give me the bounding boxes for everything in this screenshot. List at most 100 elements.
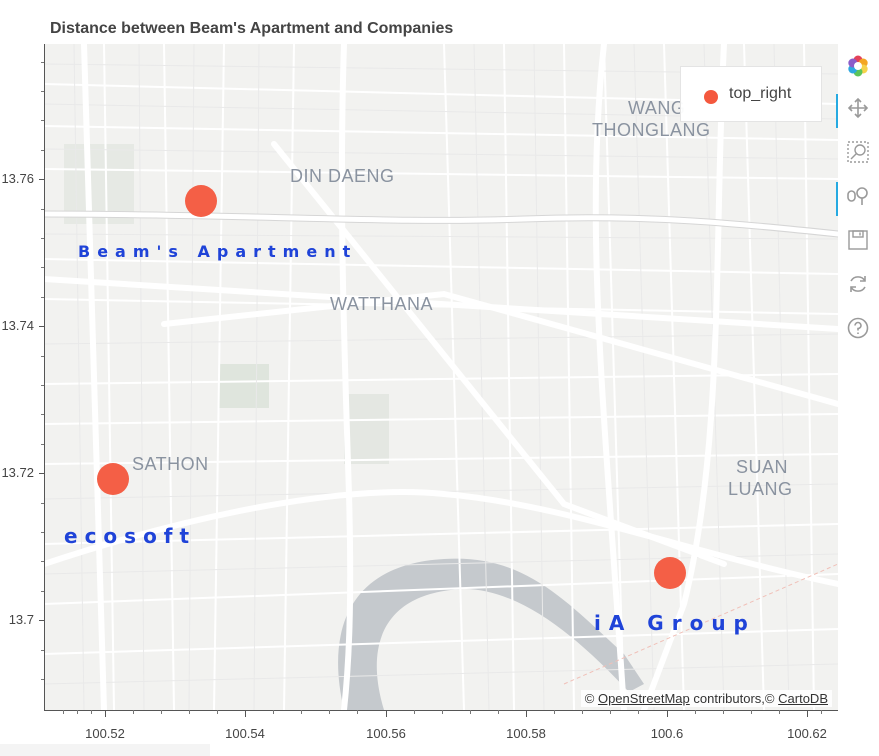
x-axis-tick — [386, 710, 387, 717]
y-axis-minor-tick — [41, 679, 44, 680]
y-axis-minor-tick — [41, 561, 44, 562]
district-label-watthana: WATTHANA — [330, 294, 433, 314]
x-axis-tick — [807, 710, 808, 717]
help-icon — [847, 317, 869, 339]
y-axis-minor-tick — [41, 650, 44, 651]
district-label-sathon: SATHON — [132, 454, 209, 474]
x-axis-minor-tick — [821, 710, 822, 714]
bokeh-logo-button[interactable] — [838, 48, 878, 84]
map-attribution: © OpenStreetMap contributors,© CartoDB — [580, 690, 832, 707]
map-plot-area[interactable]: WANG THONGLANG DIN DAENG WATTHANA SATHON… — [44, 44, 838, 710]
x-tick-label: 100.56 — [366, 726, 406, 741]
marker-label-beams-apartment: Beam's Apartment — [78, 242, 358, 261]
x-axis-minor-tick — [610, 710, 611, 714]
cartodb-link[interactable]: CartoDB — [778, 691, 828, 706]
district-label-thonglang: THONGLANG — [592, 120, 711, 140]
legend-label: top_right — [729, 85, 792, 102]
y-axis-tick — [39, 620, 44, 621]
x-axis-minor-tick — [161, 710, 162, 714]
x-axis-minor-tick — [91, 710, 92, 714]
x-axis-tick — [667, 710, 668, 717]
y-axis-minor-tick — [41, 150, 44, 151]
x-axis-tick — [245, 710, 246, 717]
legend[interactable]: top_right — [680, 66, 822, 122]
save-icon — [848, 230, 868, 250]
y-axis-minor-tick — [41, 356, 44, 357]
y-axis-minor-tick — [41, 267, 44, 268]
x-axis-tick — [526, 710, 527, 717]
x-axis-minor-tick — [498, 710, 499, 714]
pan-tool-button[interactable] — [836, 90, 878, 128]
x-axis-tick — [105, 710, 106, 717]
x-axis-minor-tick — [723, 710, 724, 714]
x-tick-label: 100.52 — [85, 726, 125, 741]
wheel-zoom-tool-button[interactable] — [836, 178, 878, 216]
x-axis-minor-tick — [301, 710, 302, 714]
x-axis-minor-tick — [189, 710, 190, 714]
x-tick-label: 100.54 — [225, 726, 265, 741]
attribution-copyright: © — [584, 691, 595, 706]
y-axis-minor-tick — [41, 91, 44, 92]
plot-title: Distance between Beam's Apartment and Co… — [50, 20, 454, 37]
save-tool-button[interactable] — [838, 222, 878, 258]
x-axis-minor-tick — [779, 710, 780, 714]
help-tool-button[interactable] — [838, 310, 878, 346]
x-axis-minor-tick — [470, 710, 471, 714]
y-axis-minor-tick — [41, 591, 44, 592]
x-axis-minor-tick — [554, 710, 555, 714]
attribution-copyright-2: © — [764, 691, 775, 706]
pan-icon — [847, 97, 869, 119]
marker-ia-group[interactable] — [654, 557, 686, 589]
marker-ecosoft[interactable] — [97, 463, 129, 495]
y-axis-minor-tick — [41, 414, 44, 415]
x-axis-minor-tick — [414, 710, 415, 714]
x-axis-minor-tick — [133, 710, 134, 714]
y-axis-tick — [39, 473, 44, 474]
district-label-luang: LUANG — [728, 479, 793, 499]
y-axis-tick — [39, 179, 44, 180]
x-axis-minor-tick — [77, 710, 78, 714]
openstreetmap-link[interactable]: OpenStreetMap — [597, 691, 690, 706]
x-axis-minor-tick — [217, 710, 218, 714]
y-axis-line — [44, 44, 45, 710]
marker-beams-apartment[interactable] — [185, 185, 217, 217]
reset-icon — [850, 276, 866, 292]
y-axis-minor-tick — [41, 297, 44, 298]
district-label-din-daeng: DIN DAENG — [290, 166, 395, 186]
box-zoom-tool-button[interactable] — [838, 134, 878, 170]
marker-label-ecosoft: ecosoft — [64, 524, 197, 548]
y-axis-minor-tick — [41, 503, 44, 504]
y-axis-minor-tick — [41, 385, 44, 386]
x-axis-minor-tick — [582, 710, 583, 714]
x-axis-minor-tick — [751, 710, 752, 714]
box-zoom-icon — [847, 141, 869, 163]
map-tiles — [44, 44, 838, 710]
y-tick-label: 13.7 — [8, 612, 34, 627]
legend-glyph — [704, 90, 718, 104]
x-axis-minor-tick — [329, 710, 330, 714]
y-axis-minor-tick — [41, 238, 44, 239]
y-axis-tick — [39, 326, 44, 327]
y-tick-label: 13.74 — [1, 318, 34, 333]
district-label-suan: SUAN — [736, 457, 789, 477]
x-axis-minor-tick — [63, 710, 64, 714]
x-tick-label: 100.62 — [787, 726, 827, 741]
marker-label-ia-group: iA Group — [594, 611, 756, 635]
x-axis-minor-tick — [442, 710, 443, 714]
y-tick-label: 13.72 — [1, 465, 34, 480]
x-axis-line — [44, 710, 838, 711]
attribution-contributors: contributors, — [693, 691, 765, 706]
x-axis-minor-tick — [695, 710, 696, 714]
district-label-wang: WANG — [628, 98, 686, 118]
y-axis-minor-tick — [41, 209, 44, 210]
bokeh-logo-icon — [848, 55, 868, 77]
reset-tool-button[interactable] — [838, 266, 878, 302]
x-tick-label: 100.6 — [650, 726, 684, 741]
x-axis-minor-tick — [273, 710, 274, 714]
x-axis-minor-tick — [357, 710, 358, 714]
wheel-zoom-icon — [847, 187, 868, 205]
plot-toolbar — [836, 44, 878, 364]
y-axis-minor-tick — [41, 120, 44, 121]
bottom-strip — [0, 744, 210, 756]
